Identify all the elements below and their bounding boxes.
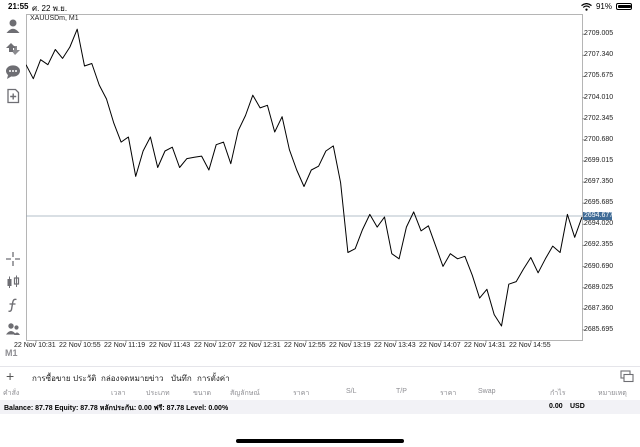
column-header[interactable]: กำไร xyxy=(550,390,566,397)
price-tick-label: 2687.360 xyxy=(584,304,614,312)
export-icon[interactable] xyxy=(620,370,634,383)
battery-percent: 91% xyxy=(595,2,612,11)
column-header[interactable]: สัญลักษณ์ xyxy=(230,390,260,397)
price-tick-label: 2690.690 xyxy=(584,262,614,270)
price-tick-label: 2689.025 xyxy=(584,283,614,291)
price-tick-label: 2707.340 xyxy=(584,51,614,59)
column-header[interactable]: เวลา xyxy=(111,390,126,397)
status-time: 21:55 xyxy=(8,2,29,11)
price-tick-label: 2692.355 xyxy=(584,241,614,249)
account-currency: USD xyxy=(570,403,585,410)
tab-news[interactable]: ข่าว xyxy=(149,374,164,383)
price-tick-label: 2702.345 xyxy=(584,114,614,122)
crosshair-icon[interactable] xyxy=(4,250,22,268)
column-header[interactable]: ราคา xyxy=(440,390,457,397)
status-date: ศ. 22 พ.ย. xyxy=(32,4,68,13)
status-bar: 21:55 ศ. 22 พ.ย. 91% xyxy=(0,0,640,14)
balance-summary: Balance: 87.78 Equity: 87.78 หลักประกัน:… xyxy=(4,405,229,412)
column-header[interactable]: S/L xyxy=(346,388,357,395)
price-chart-svg xyxy=(25,14,585,343)
time-tick-label: 22 Nov 13:43 xyxy=(374,342,416,349)
home-indicator xyxy=(236,439,404,443)
price-tick-label: 2697.350 xyxy=(584,178,614,186)
price-tick-label: 2704.010 xyxy=(584,93,614,101)
price-tick-label: 2699.015 xyxy=(584,156,614,164)
function-icon[interactable] xyxy=(4,296,22,314)
price-tick-label: 2695.685 xyxy=(584,199,614,207)
trade-icon[interactable] xyxy=(4,40,22,58)
time-tick-label: 22 Nov 11:19 xyxy=(104,342,146,349)
price-tick-label: 2700.680 xyxy=(584,135,614,143)
orders-table-header: คำสั่ง เวลา ประเภท ขนาด สัญลักษณ์ ราคา S… xyxy=(0,384,640,400)
indicators-icon[interactable] xyxy=(4,273,22,291)
time-tick-label: 22 Nov 14:55 xyxy=(509,342,551,349)
new-order-icon[interactable] xyxy=(4,87,22,105)
bottom-tabs: + การซื้อขาย ประวัติ กล่องจดหมาย ข่าว บั… xyxy=(0,366,640,384)
community-icon[interactable] xyxy=(4,320,22,338)
battery-icon xyxy=(616,3,632,10)
time-tick-label: 22 Nov 11:43 xyxy=(149,342,191,349)
wifi-icon xyxy=(581,2,592,11)
price-tick-label: 2705.675 xyxy=(584,72,614,80)
time-tick-label: 22 Nov 12:31 xyxy=(239,342,281,349)
column-header[interactable]: T/P xyxy=(396,388,407,395)
tab-trade[interactable]: การซื้อขาย xyxy=(32,374,71,383)
chart-symbol: XAUUSDm, M1 xyxy=(30,15,79,22)
time-tick-label: 22 Nov 10:31 xyxy=(14,342,56,349)
timeframe-button[interactable]: M1 xyxy=(5,348,18,358)
tab-mailbox[interactable]: กล่องจดหมาย xyxy=(101,374,150,383)
price-chart[interactable] xyxy=(25,14,640,366)
plus-icon[interactable]: + xyxy=(6,368,15,384)
tab-settings[interactable]: การตั้งค่า xyxy=(197,374,230,383)
time-tick-label: 22 Nov 14:31 xyxy=(464,342,506,349)
tab-history[interactable]: ประวัติ xyxy=(73,374,97,383)
chat-icon[interactable] xyxy=(4,63,22,81)
price-series-line xyxy=(25,28,583,327)
status-right: 91% xyxy=(581,2,632,11)
time-tick-label: 22 Nov 12:07 xyxy=(194,342,236,349)
price-tick-label: 2694.020 xyxy=(584,220,614,228)
account-icon[interactable] xyxy=(4,17,22,35)
current-price-label: 2694.677 xyxy=(583,211,614,220)
column-header[interactable]: Swap xyxy=(478,388,496,395)
time-tick-label: 22 Nov 14:07 xyxy=(419,342,461,349)
column-header[interactable]: คำสั่ง xyxy=(3,390,20,397)
left-toolbar: M1 xyxy=(0,14,26,366)
balance-bar: Balance: 87.78 Equity: 87.78 หลักประกัน:… xyxy=(0,400,640,414)
time-tick-label: 22 Nov 12:55 xyxy=(284,342,326,349)
time-tick-label: 22 Nov 13:19 xyxy=(329,342,371,349)
total-profit: 0.00 xyxy=(549,403,563,410)
time-tick-label: 22 Nov 10:55 xyxy=(59,342,101,349)
column-header[interactable]: ประเภท xyxy=(146,390,170,397)
column-header[interactable]: หมายเหตุ xyxy=(598,390,627,397)
column-header[interactable]: ขนาด xyxy=(193,390,212,397)
plot-border xyxy=(26,14,583,341)
tab-journal[interactable]: บันทึก xyxy=(171,374,192,383)
column-header[interactable]: ราคา xyxy=(293,390,310,397)
price-tick-label: 2685.695 xyxy=(584,325,614,333)
price-tick-label: 2709.005 xyxy=(584,30,614,38)
